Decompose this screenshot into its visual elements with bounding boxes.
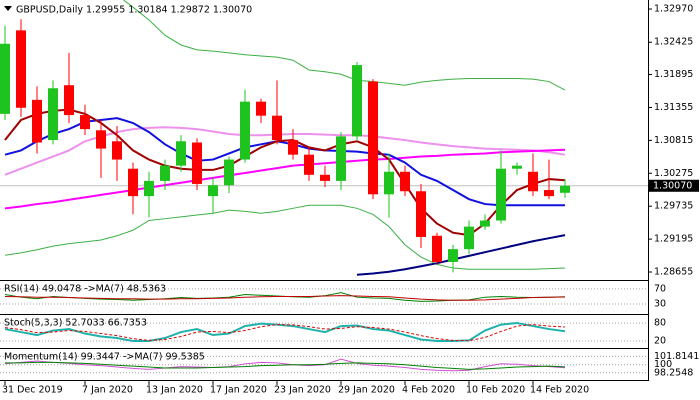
indicator-line <box>4 204 566 270</box>
candle-body <box>480 220 490 227</box>
y-tick-label: 70 <box>654 283 666 294</box>
candle-body <box>272 115 282 141</box>
candle-body <box>256 101 266 116</box>
y-tick-label: 101.8141 <box>654 351 699 362</box>
y-tick-label: 1.29735 <box>654 201 693 212</box>
x-tick-label: 10 Feb 2020 <box>466 385 525 396</box>
last-price-label: 1.30070 <box>653 180 692 191</box>
indicator-line <box>4 324 566 342</box>
y-tick-label: 1.29195 <box>654 234 693 245</box>
candle-body <box>288 140 298 155</box>
candle-body <box>496 168 506 221</box>
candle-body <box>416 191 426 237</box>
y-tick-label: 100 <box>654 359 672 370</box>
y-tick-label: 80 <box>654 318 666 329</box>
y-tick-label: 1.30275 <box>654 168 693 179</box>
menu-icon <box>4 6 12 11</box>
x-tick-label: 23 Jan 2020 <box>274 385 331 396</box>
indicator-line <box>122 0 566 91</box>
chart-title: GBPUSD,Daily 1.29955 1.30184 1.29872 1.3… <box>16 5 252 16</box>
y-tick-label: 1.28655 <box>654 267 693 278</box>
indicator-line <box>4 322 566 343</box>
candle-body <box>240 101 250 160</box>
candle-body <box>528 171 538 192</box>
indicator-line <box>4 117 565 207</box>
candle-body <box>80 115 90 130</box>
candle-body <box>400 171 410 192</box>
candle-body <box>368 81 378 195</box>
candle-body <box>64 85 74 116</box>
candle-body <box>384 171 394 195</box>
candle-body <box>224 159 234 186</box>
candle-body <box>48 88 58 141</box>
candle-body <box>144 180 154 197</box>
x-tick-label: 17 Jan 2020 <box>210 385 267 396</box>
x-tick-label: 4 Feb 2020 <box>402 385 455 396</box>
indicator-title: Momentum(14) 99.3447 ->MA(7) 99.5385 <box>4 352 205 363</box>
y-tick-label: 98.2548 <box>654 367 693 378</box>
candle-body <box>176 141 186 166</box>
y-tick-label: 1.30815 <box>654 135 693 146</box>
candle-body <box>304 154 314 175</box>
candle-body <box>432 235 442 262</box>
candle-body <box>320 174 330 181</box>
x-tick-label: 7 Jan 2020 <box>82 385 133 396</box>
candle-body <box>16 30 26 108</box>
indicator-line <box>4 148 566 210</box>
y-tick-label: 1.32970 <box>654 4 693 15</box>
candle-body <box>544 190 554 197</box>
x-tick-label: 14 Feb 2020 <box>530 385 589 396</box>
x-tick-label: 31 Dec 2019 <box>2 385 63 396</box>
y-tick-label: 1.32425 <box>654 37 693 48</box>
indicator-line <box>4 295 566 301</box>
y-tick-label: 1.31355 <box>654 102 693 113</box>
indicator-line <box>356 234 566 276</box>
y-tick-label: 20 <box>654 336 666 347</box>
candle-body <box>96 130 106 149</box>
candle-body <box>512 165 522 169</box>
x-tick-label: 29 Jan 2020 <box>338 385 395 396</box>
candle-body <box>32 99 42 143</box>
candle-body <box>0 43 10 114</box>
y-tick-label: 1.31895 <box>654 69 693 80</box>
candle-body <box>112 141 122 160</box>
y-tick-label: 30 <box>654 298 666 309</box>
candle-body <box>192 142 202 184</box>
indicator-title: Stoch(5,3,3) 52.7033 66.7353 <box>4 318 147 329</box>
candle-body <box>128 168 138 197</box>
indicator-line <box>5 361 566 370</box>
candle-body <box>160 165 170 181</box>
candle-body <box>464 226 474 250</box>
candle-body <box>560 185 570 193</box>
x-tick-label: 13 Jan 2020 <box>146 385 203 396</box>
last-price-box <box>649 179 699 192</box>
frame <box>0 0 649 381</box>
candle-body <box>448 249 458 262</box>
indicator-title: RSI(14) 49.0478 ->MA(7) 48.5363 <box>4 284 166 295</box>
candle-body <box>336 136 346 181</box>
candle-body <box>352 65 362 137</box>
candle-body <box>208 185 218 197</box>
